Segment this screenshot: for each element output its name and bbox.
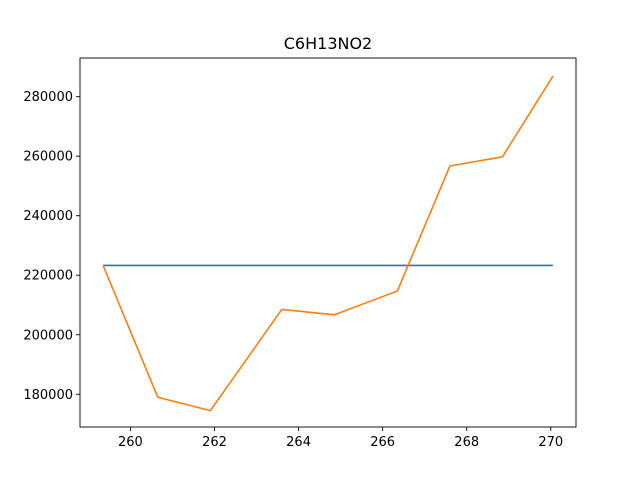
x-tick-label: 270	[538, 435, 563, 450]
series-line-2	[102, 75, 554, 412]
x-tick-label: 268	[454, 435, 479, 450]
y-tick-label: 240000	[23, 209, 73, 224]
y-tick-label: 200000	[23, 328, 73, 343]
axes-layer: 260 262 264 266 268 270 180000 200000 220000 2400…	[23, 57, 577, 450]
y-tick-label: 220000	[23, 269, 73, 284]
series-layer	[102, 75, 554, 412]
y-tick-label: 280000	[23, 90, 73, 105]
x-tick-label: 260	[118, 435, 143, 450]
y-tick-label: 180000	[23, 388, 73, 403]
y-tick-label: 260000	[23, 150, 73, 165]
x-tick-label: 264	[286, 435, 311, 450]
x-tick-label: 262	[202, 435, 227, 450]
plot-frame	[79, 57, 577, 428]
chart-title: C6H13NO2	[284, 34, 372, 53]
x-tick-label: 266	[370, 435, 395, 450]
